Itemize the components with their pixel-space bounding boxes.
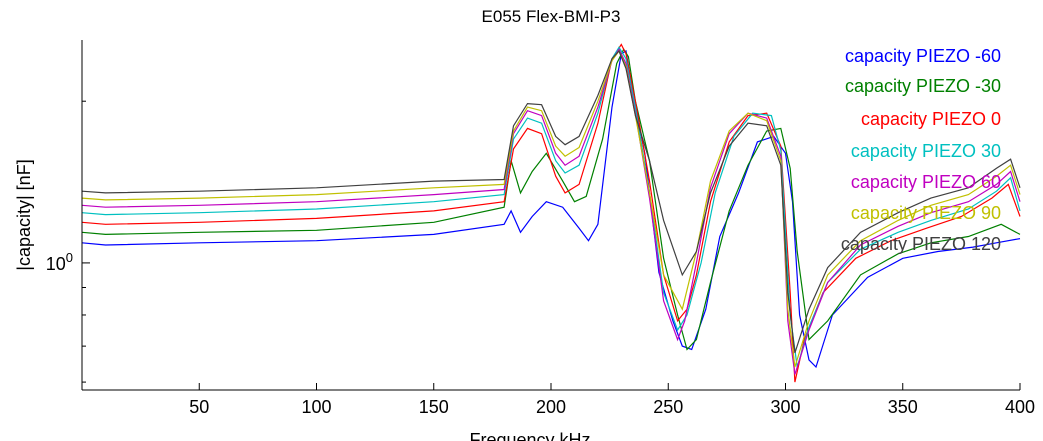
x-tick-label: 50 xyxy=(189,397,209,417)
series-line-1 xyxy=(81,50,1021,369)
chart-title: E055 Flex-BMI-P3 xyxy=(482,7,621,26)
series-line-5 xyxy=(81,47,1021,375)
series-layer xyxy=(81,43,1021,383)
legend-entry-7: capacity PIEZO 120 xyxy=(841,234,1001,254)
series-line-3 xyxy=(81,43,1021,383)
x-axis-label: Frequency kHz xyxy=(469,430,590,441)
series-line-7 xyxy=(81,49,1021,354)
plot-area: 50 100 150 200 250 300 350 400 100 xyxy=(46,40,1035,417)
series-line-6 xyxy=(81,49,1021,368)
legend-entry-5: capacity PIEZO 60 xyxy=(851,172,1001,192)
y-ticks: 100 xyxy=(46,100,90,383)
legend: capacity PIEZO -60 capacity PIEZO -30 capa… xyxy=(841,46,1001,254)
legend-entry-3: capacity PIEZO 0 xyxy=(861,109,1001,129)
x-tick-label: 400 xyxy=(1005,397,1035,417)
series-line-4 xyxy=(81,46,1021,368)
legend-entry-2: capacity PIEZO -30 xyxy=(845,76,1001,96)
legend-entry-6: capacity PIEZO 90 xyxy=(851,203,1001,223)
legend-entry-4: capacity PIEZO 30 xyxy=(851,141,1001,161)
series-line-2 xyxy=(81,47,1021,351)
x-tick-label: 150 xyxy=(419,397,449,417)
x-tick-label: 350 xyxy=(888,397,918,417)
y-axis-label: |capacity| [nF] xyxy=(14,159,34,270)
x-tick-label: 250 xyxy=(653,397,683,417)
axes-frame xyxy=(82,40,1020,390)
legend-entry-1: capacity PIEZO -60 xyxy=(845,46,1001,66)
x-ticks: 50 100 150 200 250 300 350 400 xyxy=(189,383,1035,417)
x-tick-label: 200 xyxy=(536,397,566,417)
x-tick-label: 100 xyxy=(301,397,331,417)
x-tick-label: 300 xyxy=(770,397,800,417)
y-tick-label: 100 xyxy=(46,250,73,274)
